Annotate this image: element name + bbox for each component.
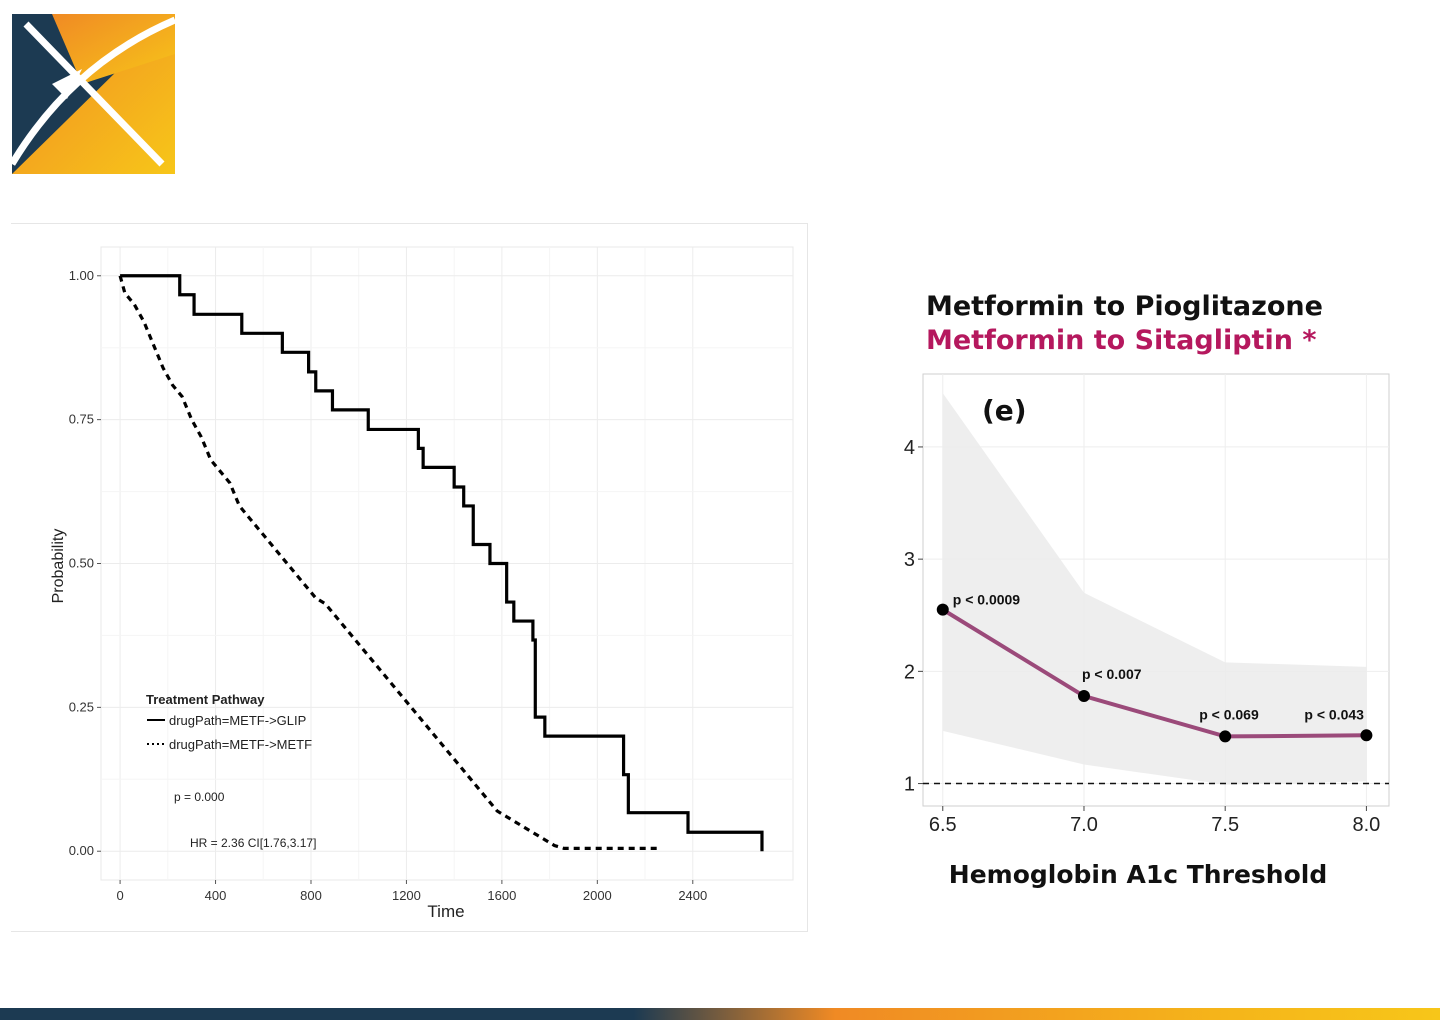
chart-title-line-2: Metformin to Sitagliptin *: [926, 325, 1316, 356]
km-x-tick-label: 0: [116, 888, 123, 903]
km-x-tick-label: 400: [205, 888, 227, 903]
km-legend-entry-metf: drugPath=METF->METF: [169, 737, 312, 752]
hba1c-data-point: [1219, 730, 1232, 743]
km-legend: Treatment Pathway drugPath=METF->GLIP dr…: [146, 692, 312, 752]
hba1c-x-tick-label: 6.5: [929, 814, 957, 836]
hba1c-chart: Metformin to Pioglitazone Metformin to S…: [904, 291, 1390, 889]
km-x-tick-label: 2400: [678, 888, 707, 903]
km-y-tick-label: 0.75: [69, 412, 94, 427]
km-legend-entry-glip: drugPath=METF->GLIP: [169, 713, 306, 728]
footer-gradient-bar: [0, 1008, 1440, 1020]
x-logo: [12, 14, 175, 174]
km-chart: 0 400 800 1200 1600 2000 2400 0.00 0.25 0.50 0.75 1…: [50, 246, 794, 921]
hba1c-pvalue-label: p < 0.0009: [953, 592, 1021, 608]
hba1c-data-point: [1077, 690, 1090, 703]
km-xlabel: Time: [427, 902, 464, 921]
km-series: [118, 274, 764, 852]
panel-label: (e): [982, 394, 1027, 427]
km-y-tick-label: 0.50: [69, 556, 94, 571]
hba1c-y-tick-label: 4: [904, 437, 915, 459]
hba1c-data-point: [936, 603, 949, 616]
hba1c-x-tick-label: 7.0: [1070, 814, 1098, 836]
hba1c-x-tick-label: 8.0: [1352, 814, 1380, 836]
hba1c-x-tick-label: 7.5: [1211, 814, 1239, 836]
hba1c-pvalue-label: p < 0.043: [1304, 706, 1364, 722]
hba1c-y-tick-label: 1: [904, 774, 915, 796]
km-y-tick-label: 0.25: [69, 699, 94, 714]
km-hazard-ratio: HR = 2.36 CI[1.76,3.17]: [190, 836, 316, 850]
km-y-tick-label: 0.00: [69, 843, 94, 858]
hba1c-confidence-band: [942, 393, 1367, 785]
km-series-glip: [120, 274, 764, 852]
km-ylabel: Probability: [50, 529, 67, 604]
km-axes: 0 400 800 1200 1600 2000 2400 0.00 0.25 0.50 0.75 1…: [69, 268, 708, 903]
km-gridlines: [100, 246, 794, 881]
hba1c-pvalue-label: p < 0.007: [1082, 666, 1142, 682]
km-series-metf: [118, 275, 657, 850]
hba1c-series-line: [941, 607, 1367, 739]
km-pvalue: p = 0.000: [174, 790, 225, 804]
km-y-tick-label: 1.00: [69, 268, 94, 283]
hba1c-y-tick-label: 2: [904, 661, 915, 683]
hba1c-pvalue-label: p < 0.069: [1199, 706, 1259, 722]
hba1c-y-tick-label: 3: [904, 549, 915, 571]
hba1c-xlabel: Hemoglobin A1c Threshold: [949, 860, 1327, 889]
km-x-tick-label: 800: [300, 888, 322, 903]
hba1c-plot-area: 6.5 7.0 7.5 8.0 1 2 3 4 p < 0.0009 p < 0.007 p < 0…: [904, 373, 1390, 836]
hba1c-data-point: [1360, 729, 1373, 742]
km-legend-title: Treatment Pathway: [146, 692, 265, 707]
km-x-tick-label: 1600: [487, 888, 516, 903]
km-x-tick-label: 2000: [583, 888, 612, 903]
chart-title-line-1: Metformin to Pioglitazone: [926, 291, 1323, 322]
km-x-tick-label: 1200: [392, 888, 421, 903]
